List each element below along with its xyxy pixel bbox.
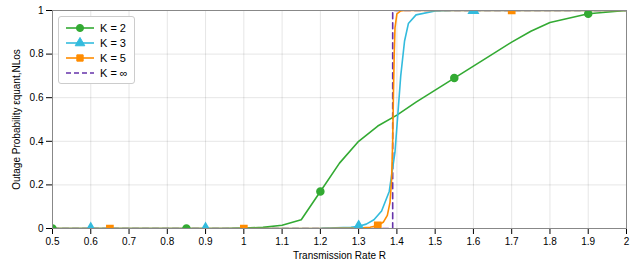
html-text:K = 3: K = 3 [100,36,126,49]
svg-text:0.4: 0.4 [30,136,44,147]
svg-text:1.6: 1.6 [466,236,480,247]
svg-text:0.7: 0.7 [122,236,136,247]
svg-text:0.9: 0.9 [199,236,213,247]
svg-text:0.5: 0.5 [46,236,60,247]
svg-text:1.3: 1.3 [352,236,366,247]
svg-text:1.1: 1.1 [275,236,289,247]
html-text:K = 5: K = 5 [100,51,126,64]
html-text:K = ∞: K = ∞ [100,66,128,79]
svg-text:1: 1 [38,5,44,16]
svg-text:Outage Probability εquant,NLos: Outage Probability εquant,NLos [11,49,22,190]
svg-text:Transmission Rate R: Transmission Rate R [293,250,386,261]
svg-text:1.4: 1.4 [390,236,404,247]
svg-text:1: 1 [241,236,247,247]
svg-text:1.5: 1.5 [428,236,442,247]
svg-text:1.9: 1.9 [581,236,595,247]
svg-text:1.8: 1.8 [543,236,557,247]
svg-text:0.8: 0.8 [30,48,44,59]
svg-text:0.2: 0.2 [30,179,44,190]
svg-text:2: 2 [624,236,630,247]
svg-text:0.6: 0.6 [30,92,44,103]
svg-text:0.8: 0.8 [160,236,174,247]
svg-text:1.2: 1.2 [313,236,327,247]
svg-text:0: 0 [38,223,44,234]
html-text:K = 2: K = 2 [100,21,126,34]
svg-text:1.7: 1.7 [505,236,519,247]
svg-text:0.6: 0.6 [84,236,98,247]
